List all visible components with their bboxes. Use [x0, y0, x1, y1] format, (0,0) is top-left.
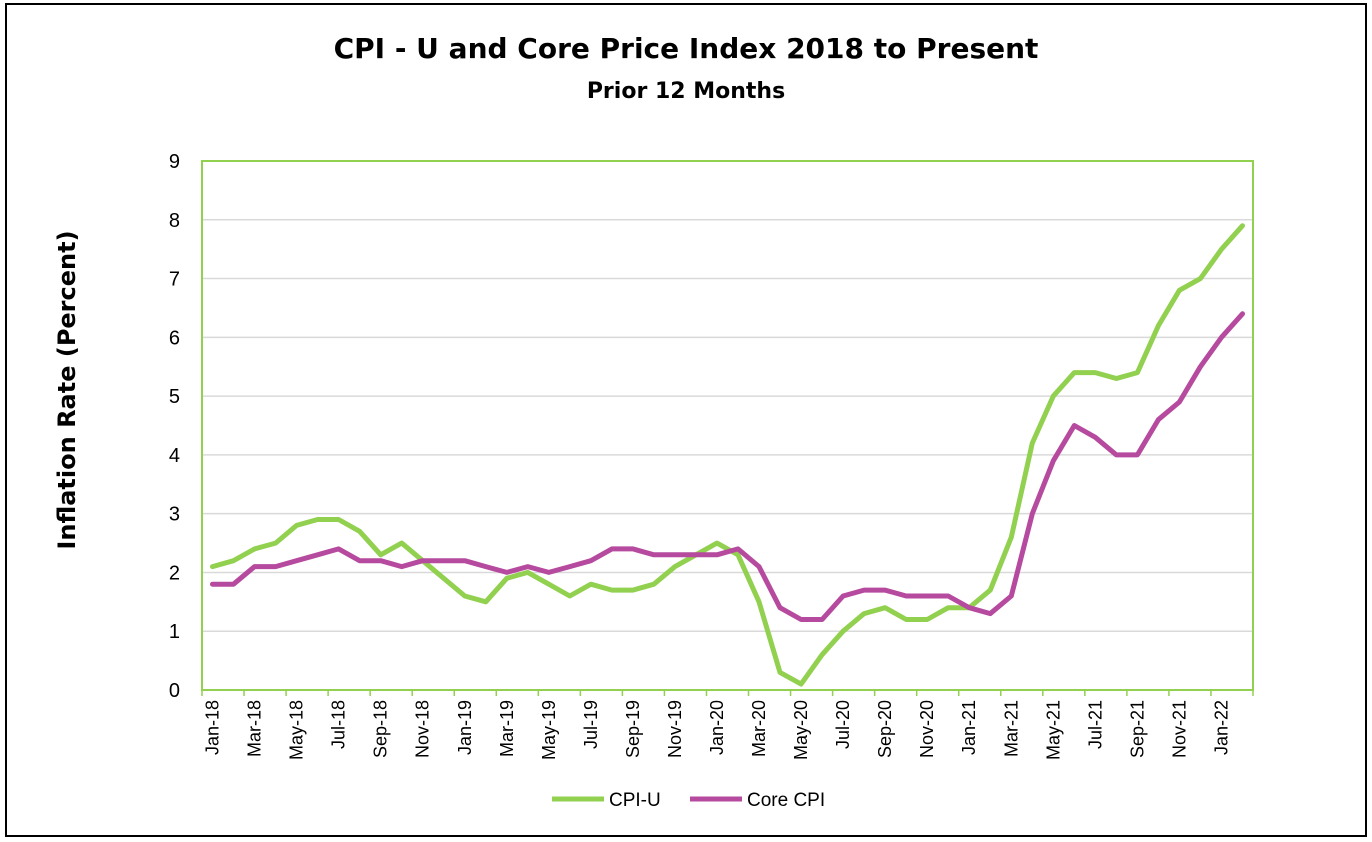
gridlines — [202, 219, 1253, 632]
y-tick-label: 5 — [169, 386, 180, 408]
legend-label-cpi-u: CPI-U — [609, 790, 661, 811]
legend: CPI-U Core CPI — [552, 790, 825, 811]
series-lines — [210, 223, 1245, 687]
chart-title: CPI - U and Core Price Index 2018 to Pre… — [334, 32, 1039, 65]
y-tick-label: 7 — [169, 269, 180, 291]
y-tick-label: 9 — [169, 151, 180, 173]
x-tick-label: Mar-20 — [749, 700, 769, 757]
plot-area-frame — [201, 160, 1254, 691]
x-tick-label: Jan-19 — [455, 700, 475, 755]
x-tick-label: Jan-20 — [707, 700, 727, 755]
x-tick-label: Jul-19 — [581, 700, 601, 749]
y-tick-label: 1 — [169, 621, 180, 643]
x-tick-label: Nov-19 — [665, 700, 685, 758]
x-tick-label: Jul-18 — [329, 700, 349, 749]
x-tick-label: Jan-21 — [959, 700, 979, 755]
x-tick-label: Jan-22 — [1211, 700, 1231, 755]
y-axis-ticks: 0 1 2 3 4 5 6 7 8 9 — [169, 151, 180, 702]
x-tick-label: Jul-20 — [833, 700, 853, 749]
x-tick-label: May-18 — [287, 700, 307, 760]
y-tick-label: 8 — [169, 210, 180, 232]
y-tick-label: 3 — [169, 504, 180, 526]
x-tick-label: Sep-21 — [1127, 700, 1147, 758]
x-tick-label: Jan-18 — [203, 700, 223, 755]
y-tick-label: 0 — [169, 680, 180, 702]
x-tick-label: May-19 — [539, 700, 559, 760]
y-axis-label: Inflation Rate (Percent) — [53, 230, 81, 549]
x-tick-label: May-21 — [1043, 700, 1063, 760]
x-tick-label: May-20 — [791, 700, 811, 760]
series-line-cpi-u — [210, 223, 1245, 687]
y-tick-label: 4 — [169, 445, 180, 467]
x-tick-label: Sep-18 — [371, 700, 391, 758]
x-tick-label: Sep-20 — [875, 700, 895, 758]
x-tick-label: Nov-21 — [1169, 700, 1189, 758]
y-tick-label: 6 — [169, 327, 180, 349]
x-tick-label: Nov-20 — [917, 700, 937, 758]
x-tick-label: Sep-19 — [623, 700, 643, 758]
x-tick-label: Mar-19 — [497, 700, 517, 757]
x-tick-label: Jul-21 — [1085, 700, 1105, 749]
x-tick-label: Nov-18 — [413, 700, 433, 758]
chart-subtitle: Prior 12 Months — [587, 79, 785, 104]
chart-outer-border — [5, 3, 1367, 837]
legend-label-core-cpi: Core CPI — [747, 790, 825, 811]
x-tick-label: Mar-21 — [1001, 700, 1021, 757]
y-tick-label: 2 — [169, 562, 180, 584]
series-line-core-cpi — [210, 311, 1245, 622]
x-tick-label: Mar-18 — [245, 700, 265, 757]
x-axis-ticks: Jan-18 Mar-18 May-18 Jul-18 Sep-18 Nov-18 Jan-… — [201, 690, 1254, 760]
